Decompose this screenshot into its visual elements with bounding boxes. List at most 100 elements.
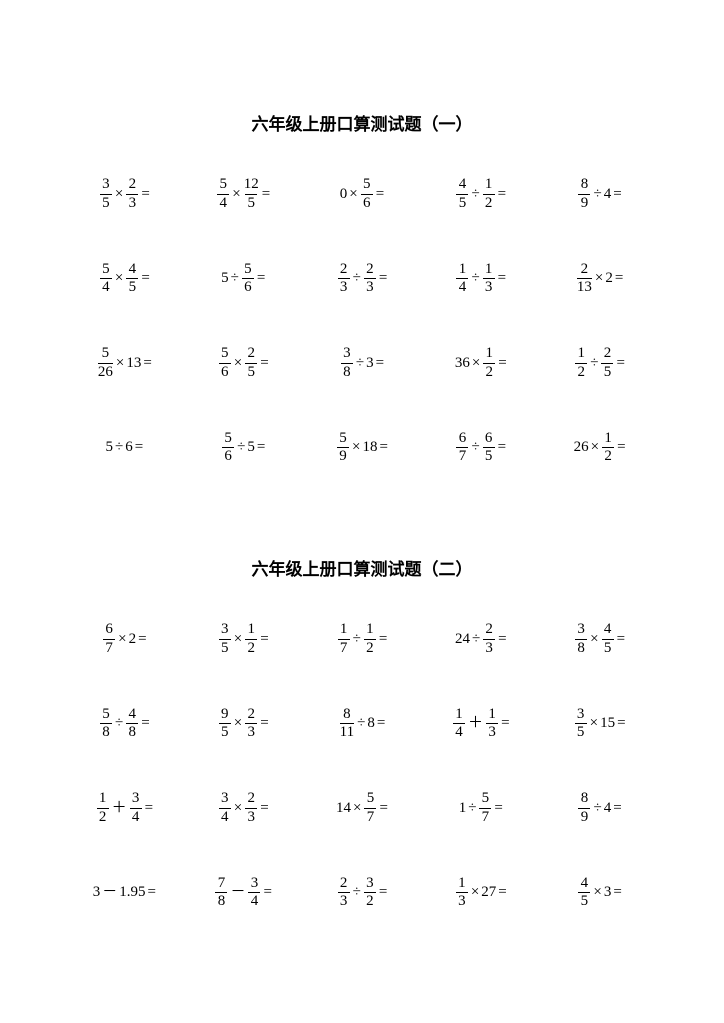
integer: 5 [221,271,229,286]
fraction-denominator: 5 [602,639,614,657]
operator: ÷ [472,632,480,647]
math-expression: 45÷12= [455,177,506,212]
fraction: 56 [242,262,254,297]
math-expression: 56÷5= [221,431,265,466]
equals-sign: = [379,632,387,647]
fraction: 89 [578,177,590,212]
fraction-denominator: 2 [602,447,614,465]
problem-cell: 34×23= [184,791,303,826]
integer: 5 [247,440,255,455]
integer: 13 [126,356,141,371]
equals-sign: = [613,187,621,202]
fraction-numerator: 2 [581,262,589,279]
operator: × [352,440,360,455]
fraction-numerator: 2 [366,262,374,279]
fraction-numerator: 3 [251,876,259,893]
fraction: 25 [601,346,613,381]
fraction-denominator: 3 [338,278,350,296]
fraction-numerator: 6 [459,431,467,448]
fraction-denominator: 13 [577,278,592,296]
fraction-denominator: 2 [483,194,495,212]
math-expression: 0×56= [340,177,384,212]
fraction: 13 [486,707,498,742]
fraction: 56 [222,431,234,466]
fraction: 54 [100,262,112,297]
fraction-denominator: 3 [364,278,376,296]
problem-cell: 56÷5= [184,431,303,466]
operator: ÷ [471,187,479,202]
fraction: 811 [340,707,354,742]
fraction-denominator: 7 [364,808,376,826]
problem-cell: 526×13= [65,346,184,381]
fraction-numerator: 9 [221,707,229,724]
fraction-denominator: 2 [483,363,495,381]
math-expression: 811÷8= [339,707,386,742]
operator: ÷ [356,356,364,371]
fraction: 125 [244,177,259,212]
math-expression: 78－34= [214,876,271,911]
math-expression: 36×12= [455,346,507,381]
equals-sign: = [135,440,143,455]
problem-cell: 23÷23= [303,262,422,297]
problem-cell: 3－1.95= [65,885,184,900]
fraction: 25 [245,346,257,381]
fraction-denominator: 5 [245,363,257,381]
fraction-numerator: 2 [340,876,348,893]
fraction-numerator: 5 [221,346,229,363]
operator: ＋ [468,716,483,731]
integer: 18 [362,440,377,455]
fraction-denominator: 2 [245,639,257,657]
equals-sign: = [498,356,506,371]
equals-sign: = [498,632,506,647]
fraction: 13 [483,262,495,297]
fraction-numerator: 1 [458,876,466,893]
operator: × [472,356,480,371]
fraction-denominator: 8 [100,723,112,741]
math-expression: 526×13= [97,346,152,381]
fraction: 12 [245,622,257,657]
fraction: 35 [575,707,587,742]
operator: － [230,885,245,900]
equals-sign: = [616,356,624,371]
problem-cell: 38×45= [540,622,659,657]
fraction: 45 [126,262,138,297]
equals-sign: = [615,271,623,286]
problem-cell: 54×125= [184,177,303,212]
problem-cell: 14＋13= [421,707,540,742]
fraction: 34 [130,791,142,826]
equals-sign: = [617,632,625,647]
integer: 15 [600,716,615,731]
operator: × [115,187,123,202]
fraction: 12 [97,791,109,826]
fraction-numerator: 8 [581,177,589,194]
math-expression: 59×18= [336,431,388,466]
math-expression: 34×23= [218,791,269,826]
fraction-denominator: 3 [338,892,350,910]
operator: ÷ [115,440,123,455]
math-expression: 213×2= [576,262,623,297]
fraction: 57 [479,791,491,826]
fraction: 54 [217,177,229,212]
worksheet-page: 六年级上册口算测试题（一）35×23=54×125=0×56=45÷12=89÷… [0,0,724,1000]
math-expression: 13×27= [455,876,507,911]
problem-cell: 14×57= [303,791,422,826]
fraction-numerator: 3 [221,622,229,639]
operator: － [102,885,117,900]
integer: 1 [459,801,467,816]
fraction-numerator: 5 [102,262,110,279]
operator: ÷ [471,440,479,455]
fraction: 23 [338,876,350,911]
fraction: 56 [361,177,373,212]
fraction-numerator: 5 [367,791,375,808]
fraction: 526 [98,346,113,381]
operator: × [118,632,126,647]
integer: 3 [93,885,101,900]
fraction-denominator: 26 [98,363,113,381]
problem-cell: 1÷57= [421,791,540,826]
equals-sign: = [260,716,268,731]
problem-row: 526×13=56×25=38÷3=36×12=12÷25= [65,346,659,381]
fraction: 23 [483,622,495,657]
problem-cell: 38÷3= [303,346,422,381]
fraction-denominator: 7 [103,639,115,657]
equals-sign: = [377,716,385,731]
